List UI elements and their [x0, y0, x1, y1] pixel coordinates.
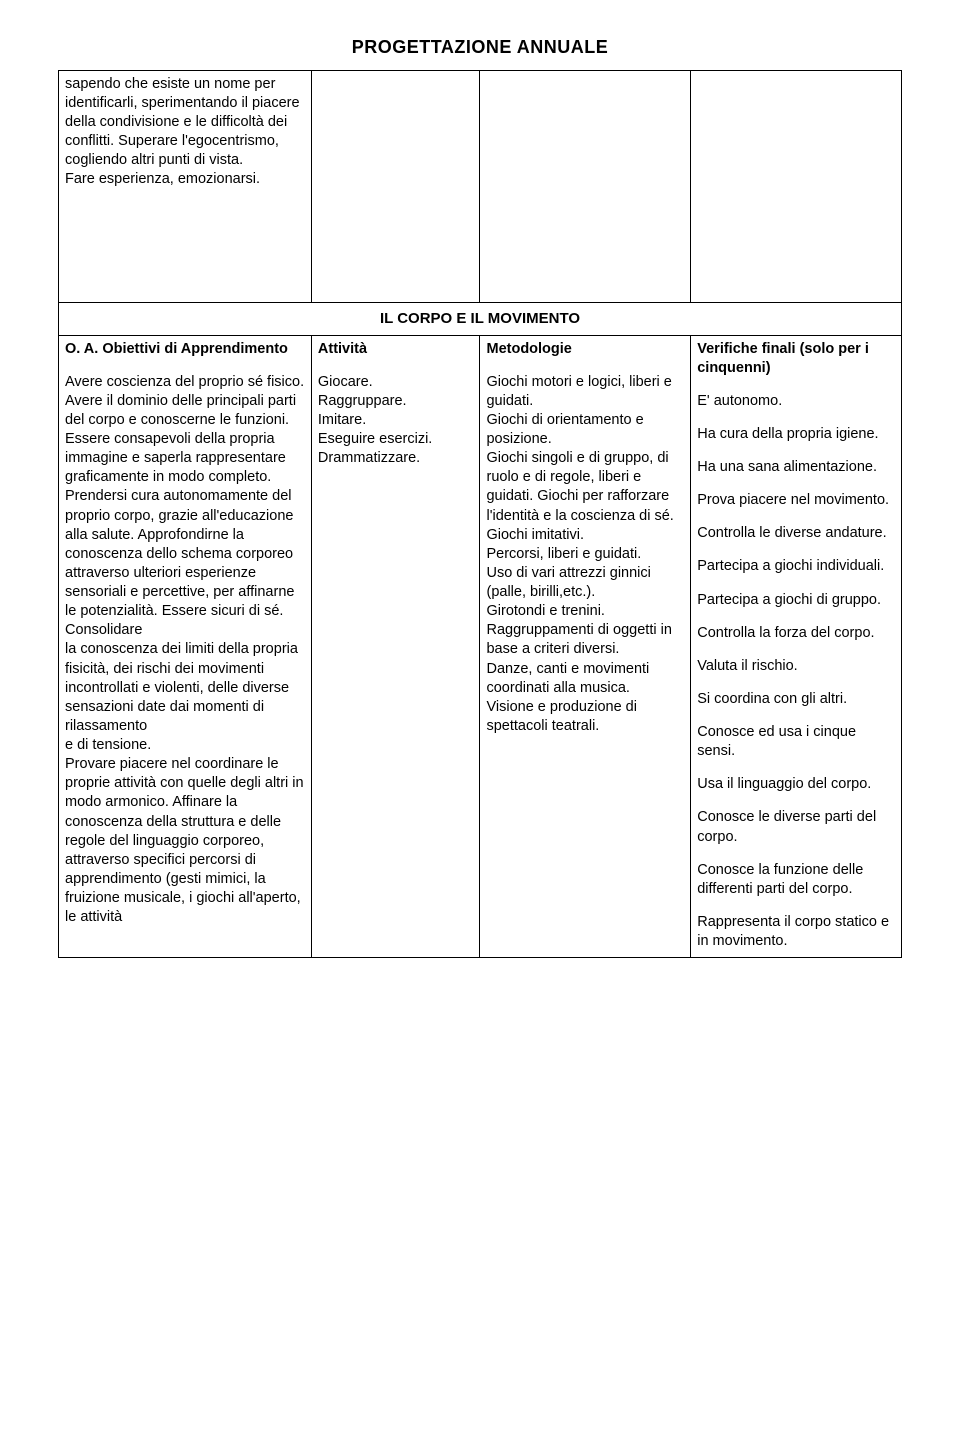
body-col1: O. A. Obiettivi di Apprendimento Avere c… — [59, 335, 312, 958]
top-col3 — [480, 70, 691, 302]
header-col3: Metodologie — [486, 340, 684, 359]
page: PROGETTAZIONE ANNUALE sapendo che esiste… — [0, 0, 960, 998]
header-col1: O. A. Obiettivi di Apprendimento — [65, 340, 305, 359]
body-col3: Metodologie Giochi motori e logici, libe… — [480, 335, 691, 958]
verify-item: Partecipa a giochi di gruppo. — [697, 591, 895, 610]
verify-item: Si coordina con gli altri. — [697, 690, 895, 709]
verify-item: Ha una sana alimentazione. — [697, 458, 895, 477]
verify-item: Rappresenta il corpo statico e in movime… — [697, 913, 895, 951]
verify-item: Conosce la funzione delle differenti par… — [697, 861, 895, 899]
body-col2-text: Giocare. Raggruppare. Imitare. Eseguire … — [318, 373, 474, 469]
verify-item: Conosce ed usa i cinque sensi. — [697, 723, 895, 761]
body-col1-text: Avere coscienza del proprio sé fisico. A… — [65, 373, 305, 928]
verify-item: E' autonomo. — [697, 392, 895, 411]
verify-item: Partecipa a giochi individuali. — [697, 557, 895, 576]
body-col3-text: Giochi motori e logici, liberi e guidati… — [486, 373, 684, 736]
header-col4: Verifiche finali (solo per i cinquenni) — [697, 340, 895, 378]
top-col1-text: sapendo che esiste un nome per identific… — [65, 75, 305, 190]
verify-item: Controlla le diverse andature. — [697, 524, 895, 543]
section-title: IL CORPO E IL MOVIMENTO — [59, 303, 901, 335]
section-title-row: IL CORPO E IL MOVIMENTO — [59, 302, 902, 335]
verify-item: Controlla la forza del corpo. — [697, 624, 895, 643]
body-col4-list: E' autonomo. Ha cura della propria igiene… — [697, 392, 895, 951]
header-col2: Attività — [318, 340, 474, 359]
top-col1: sapendo che esiste un nome per identific… — [59, 70, 312, 302]
verify-item: Valuta il rischio. — [697, 657, 895, 676]
verify-item: Prova piacere nel movimento. — [697, 491, 895, 510]
verify-item: Ha cura della propria igiene. — [697, 425, 895, 444]
body-col2: Attività Giocare. Raggruppare. Imitare. … — [311, 335, 480, 958]
verify-item: Conosce le diverse parti del corpo. — [697, 808, 895, 846]
top-col4 — [691, 70, 902, 302]
content-table: sapendo che esiste un nome per identific… — [58, 70, 902, 958]
page-title: PROGETTAZIONE ANNUALE — [58, 36, 902, 60]
body-row: O. A. Obiettivi di Apprendimento Avere c… — [59, 335, 902, 958]
body-col4: Verifiche finali (solo per i cinquenni) … — [691, 335, 902, 958]
top-col2 — [311, 70, 480, 302]
verify-item: Usa il linguaggio del corpo. — [697, 775, 895, 794]
top-row: sapendo che esiste un nome per identific… — [59, 70, 902, 302]
